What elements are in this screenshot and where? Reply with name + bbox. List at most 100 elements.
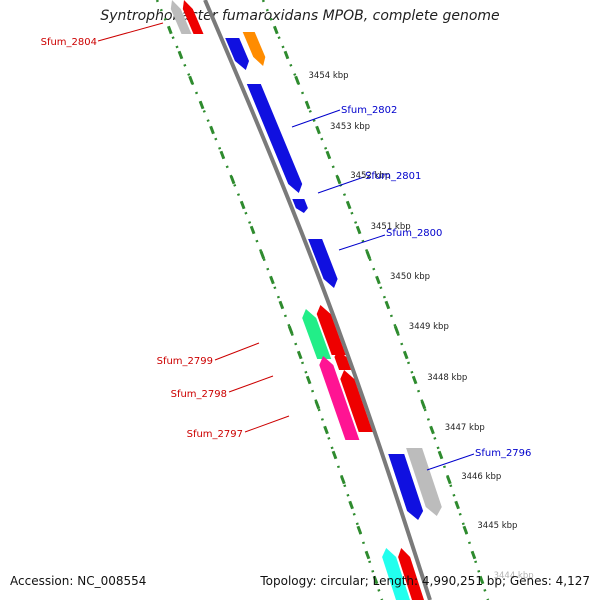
ruler-major-dash bbox=[283, 50, 290, 60]
ruler-major-dash bbox=[209, 125, 215, 135]
ruler-major-dash bbox=[411, 375, 418, 385]
ruler-major-dash bbox=[198, 100, 205, 110]
gene-label: Sfum_2798 bbox=[171, 389, 227, 400]
kbp-tick-label: 3450 kbp bbox=[390, 272, 430, 282]
genome-summary-text: Topology: circular; Length: 4,990,251 bp… bbox=[260, 574, 590, 588]
ruler-major-dash bbox=[356, 525, 363, 535]
label-leader-line bbox=[214, 342, 260, 361]
ruler-major-dash bbox=[304, 100, 311, 110]
gene-feature bbox=[316, 305, 346, 355]
ruler-major-dash bbox=[335, 175, 342, 185]
ruler-track-inner bbox=[155, 0, 384, 600]
label-leaders bbox=[97, 22, 475, 471]
ruler-major-dash bbox=[393, 325, 400, 335]
ruler-major-dash bbox=[375, 275, 381, 285]
ruler-major-dash bbox=[372, 575, 379, 585]
ruler-major-dash bbox=[229, 175, 236, 185]
backbone bbox=[203, 0, 432, 600]
ruler-major-dash bbox=[305, 375, 312, 385]
ruler-major-dash bbox=[355, 225, 362, 235]
gene-feature bbox=[319, 356, 360, 440]
labels: 3454 kbp 3453 kbp 3452 kbp 3451 kbp 3450 kbp… bbox=[41, 37, 534, 581]
kbp-tick-label: 3454 kbp bbox=[309, 71, 349, 81]
gene-label: Sfum_2797 bbox=[187, 429, 243, 440]
gene-feature bbox=[406, 448, 442, 516]
ruler-major-dash bbox=[287, 325, 294, 335]
ruler-major-dash bbox=[437, 450, 444, 460]
ruler-major-dash bbox=[296, 350, 303, 360]
gene-feature bbox=[242, 32, 266, 66]
gene-feature bbox=[308, 239, 338, 288]
ruler-major-dash bbox=[429, 425, 435, 435]
gene-feature bbox=[340, 370, 373, 432]
ruler-major-dash bbox=[314, 400, 321, 410]
gene-feature bbox=[398, 548, 424, 600]
gene-feature bbox=[182, 0, 204, 34]
gene-label: Sfum_2802 bbox=[341, 105, 397, 116]
ruler-major-dash bbox=[323, 425, 329, 435]
backbone-line bbox=[203, 0, 432, 600]
kbp-tick-label: 3445 kbp bbox=[477, 521, 517, 531]
ruler-major-dash bbox=[278, 300, 285, 310]
ruler-major-dash bbox=[259, 250, 266, 260]
label-leader-line bbox=[291, 109, 341, 128]
ruler-major-dash bbox=[177, 50, 184, 60]
kbp-tick-label: 3447 kbp bbox=[445, 423, 485, 433]
label-leader-line bbox=[338, 234, 386, 251]
gene-feature bbox=[292, 199, 308, 213]
gene-feature bbox=[382, 548, 410, 600]
ruler-major-dash bbox=[454, 500, 460, 510]
ruler-major-dash bbox=[446, 475, 452, 485]
ruler-major-dash bbox=[340, 475, 346, 485]
kbp-tick-label: 3449 kbp bbox=[409, 322, 449, 332]
ruler-major-dash bbox=[348, 500, 354, 510]
ruler-major-dash bbox=[462, 525, 469, 535]
ruler-major-dash bbox=[273, 25, 279, 35]
ruler-major-dash bbox=[365, 250, 372, 260]
ruler-major-dash bbox=[294, 75, 300, 85]
label-leader-line bbox=[317, 176, 365, 194]
gene-label: Sfum_2796 bbox=[475, 448, 531, 459]
ruler-major-dash bbox=[249, 225, 256, 235]
ruler-major-dash bbox=[420, 400, 427, 410]
label-leader-line bbox=[426, 453, 475, 471]
label-leader-line bbox=[228, 375, 274, 393]
kbp-tick-label: 3453 kbp bbox=[330, 122, 370, 132]
gene-features bbox=[170, 0, 442, 600]
ruler-major-dash bbox=[325, 150, 332, 160]
kbp-tick-label: 3452 kbp bbox=[350, 171, 390, 181]
label-leader-line bbox=[244, 415, 290, 433]
ruler-major-dash bbox=[345, 200, 352, 210]
ruler-major-dash bbox=[167, 25, 173, 35]
kbp-tick-label: 3446 kbp bbox=[461, 472, 501, 482]
gene-feature bbox=[388, 454, 424, 520]
ruler-track-outer bbox=[261, 0, 490, 600]
gene-label: Sfum_2801 bbox=[365, 171, 421, 182]
accession-text: Accession: NC_008554 bbox=[10, 574, 147, 588]
gene-feature bbox=[170, 0, 192, 34]
kbp-tick-label: 3451 kbp bbox=[371, 222, 411, 232]
ruler-major-dash bbox=[219, 150, 226, 160]
ruler-major-dash bbox=[478, 575, 485, 585]
label-leader-line bbox=[97, 22, 164, 42]
gene-feature bbox=[334, 350, 352, 370]
kbp-tick-label: 3448 kbp bbox=[427, 373, 467, 383]
gene-feature bbox=[302, 309, 332, 359]
ruler-major-dash bbox=[364, 550, 371, 560]
ruler-dashes bbox=[155, 0, 490, 600]
ruler-major-dash bbox=[188, 75, 194, 85]
kbp-tick-label: 3444 kbp bbox=[494, 571, 534, 581]
gene-label: Sfum_2799 bbox=[157, 356, 213, 367]
ruler-major-dash bbox=[384, 300, 391, 310]
gene-feature bbox=[225, 38, 249, 70]
ruler-major-dash bbox=[402, 350, 409, 360]
gene-label: Sfum_2804 bbox=[41, 37, 97, 48]
ruler-major-dash bbox=[269, 275, 275, 285]
ruler-major-dash bbox=[239, 200, 246, 210]
genome-title: Syntrophobacter fumaroxidans MPOB, compl… bbox=[100, 8, 500, 24]
ruler-major-dash bbox=[331, 450, 338, 460]
ruler-major-dash bbox=[315, 125, 321, 135]
ruler-major-dash bbox=[470, 550, 477, 560]
